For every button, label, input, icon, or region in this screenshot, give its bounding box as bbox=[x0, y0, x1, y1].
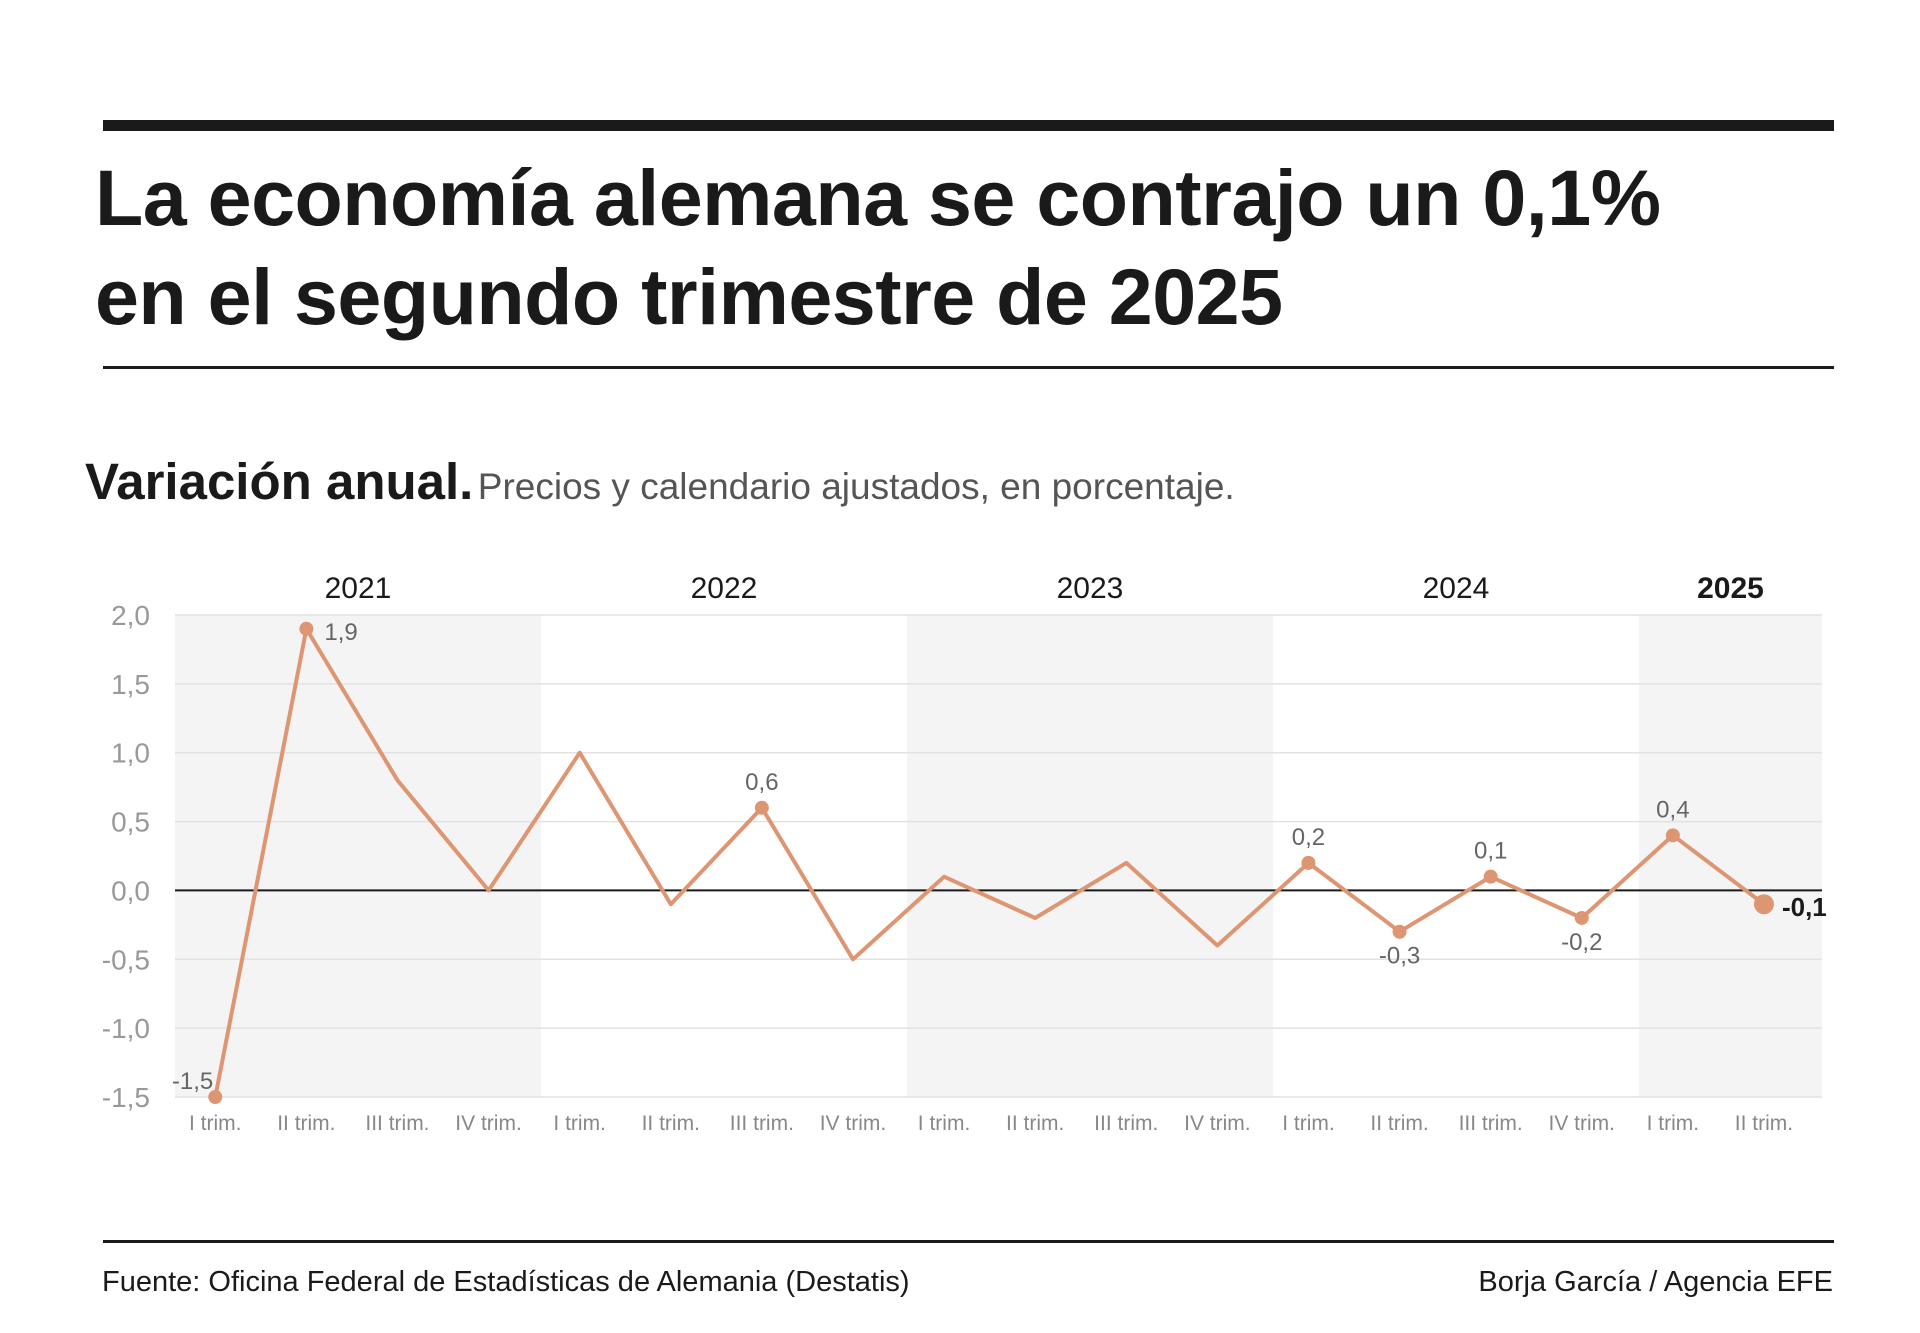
data-label: 1,9 bbox=[324, 619, 357, 646]
y-tick-label: 0,0 bbox=[111, 875, 150, 906]
data-label: -1,5 bbox=[172, 1068, 213, 1095]
x-tick-label: I trim. bbox=[918, 1112, 971, 1135]
subtitle-light: Precios y calendario ajustados, en porce… bbox=[477, 466, 1235, 507]
data-point bbox=[754, 800, 769, 815]
x-tick-label: III trim. bbox=[1094, 1112, 1158, 1135]
data-point bbox=[299, 621, 314, 636]
x-tick-label: II trim. bbox=[1006, 1112, 1064, 1135]
title-line-2: en el segundo trimestre de 2025 bbox=[95, 252, 1283, 341]
data-label: -0,2 bbox=[1561, 929, 1602, 956]
data-label: 0,4 bbox=[1656, 796, 1689, 823]
subtitle-bold: Variación anual. bbox=[85, 453, 474, 510]
year-band-2023 bbox=[907, 615, 1273, 1097]
data-label: 0,6 bbox=[745, 769, 778, 796]
x-tick-label: I trim. bbox=[189, 1112, 242, 1135]
x-tick-label: I trim. bbox=[1647, 1112, 1700, 1135]
x-tick-label: II trim. bbox=[1370, 1112, 1428, 1135]
data-label: 0,1 bbox=[1474, 838, 1507, 865]
year-band-2021 bbox=[175, 615, 541, 1097]
data-point bbox=[1301, 855, 1316, 870]
top-rule bbox=[103, 120, 1834, 131]
x-tick-label: IV trim. bbox=[820, 1112, 887, 1135]
x-tick-label: III trim. bbox=[730, 1112, 794, 1135]
year-band-2025 bbox=[1639, 615, 1822, 1097]
year-label-2021: 2021 bbox=[325, 572, 392, 605]
source-note: Fuente: Oficina Federal de Estadísticas … bbox=[102, 1266, 910, 1298]
y-tick-label: -1,5 bbox=[102, 1082, 150, 1113]
year-label-2025: 2025 bbox=[1697, 572, 1764, 605]
x-tick-label: IV trim. bbox=[455, 1112, 522, 1135]
year-label-2022: 2022 bbox=[691, 572, 758, 605]
data-label: -0,1 bbox=[1782, 892, 1827, 922]
data-point bbox=[1665, 828, 1680, 843]
y-tick-label: 2,0 bbox=[111, 600, 150, 631]
data-label: -0,3 bbox=[1379, 943, 1420, 970]
x-tick-label: I trim. bbox=[553, 1112, 606, 1135]
y-tick-label: 1,0 bbox=[111, 738, 150, 769]
series-line bbox=[213, 626, 1766, 1098]
x-tick-label: II trim. bbox=[277, 1112, 335, 1135]
data-point bbox=[1753, 894, 1774, 915]
y-tick-label: 0,5 bbox=[111, 807, 150, 838]
x-tick-label: III trim. bbox=[1459, 1112, 1523, 1135]
data-point bbox=[1574, 910, 1589, 925]
y-tick-label: -0,5 bbox=[102, 944, 150, 975]
data-point bbox=[208, 1090, 223, 1104]
y-tick-label: -1,0 bbox=[102, 1013, 150, 1044]
x-tick-label: III trim. bbox=[365, 1112, 429, 1135]
data-label: 0,2 bbox=[1292, 824, 1325, 851]
title-line-1: La economía alemana se contrajo un 0,1% bbox=[95, 153, 1661, 242]
x-tick-label: IV trim. bbox=[1549, 1112, 1616, 1135]
data-point bbox=[1483, 869, 1498, 884]
data-point bbox=[1392, 924, 1407, 939]
bottom-rule bbox=[103, 1240, 1834, 1243]
credit-note: Borja García / Agencia EFE bbox=[1478, 1266, 1833, 1298]
year-label-2023: 2023 bbox=[1057, 572, 1124, 605]
x-tick-label: II trim. bbox=[1735, 1112, 1793, 1135]
x-tick-label: I trim. bbox=[1282, 1112, 1335, 1135]
y-tick-label: 1,5 bbox=[111, 669, 150, 700]
year-label-2024: 2024 bbox=[1423, 572, 1490, 605]
x-tick-label: IV trim. bbox=[1184, 1112, 1251, 1135]
chart-subtitle: Variación anual. Precios y calendario aj… bbox=[85, 452, 1235, 511]
title-rule bbox=[103, 366, 1834, 369]
x-tick-label: II trim. bbox=[642, 1112, 700, 1135]
page-title: La economía alemana se contrajo un 0,1% … bbox=[95, 148, 1855, 346]
